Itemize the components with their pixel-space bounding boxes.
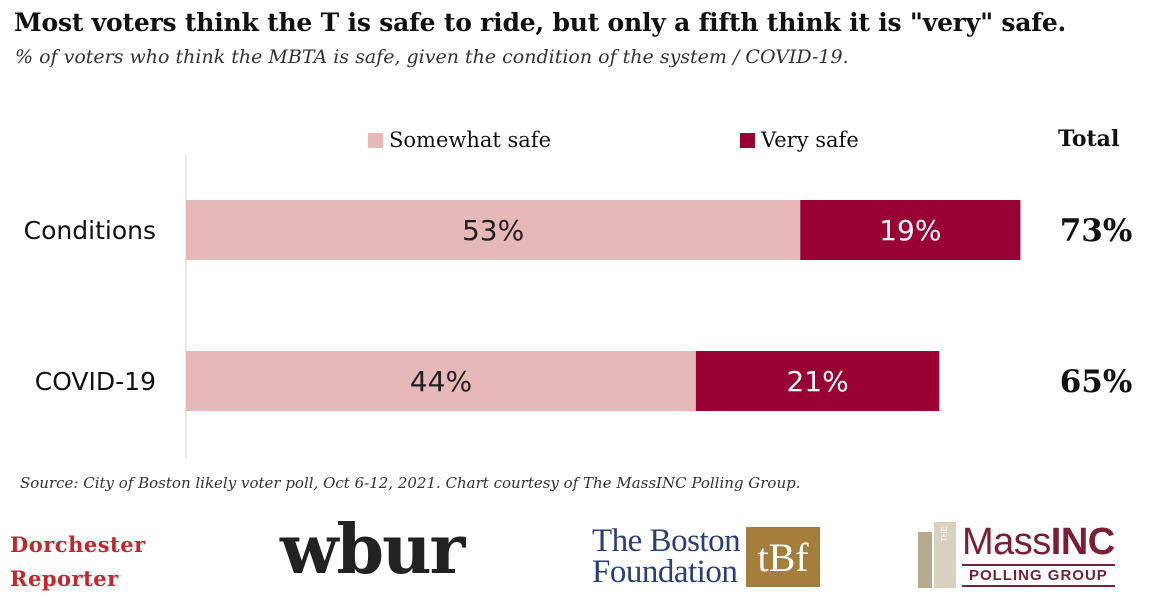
legend-label-very-safe: Very safe bbox=[761, 128, 859, 152]
bar-segment-very-safe bbox=[800, 200, 1021, 260]
bar-segment-very-safe bbox=[695, 351, 940, 411]
category-label: COVID-19 bbox=[35, 367, 156, 396]
boston-foundation-logo: The Boston Foundation tBf bbox=[592, 523, 821, 590]
massinc-bars-mark: THE bbox=[918, 522, 958, 588]
chart-title: Most voters think the T is safe to ride,… bbox=[14, 8, 1067, 37]
chart-subtitle: % of voters who think the MBTA is safe, … bbox=[15, 46, 849, 68]
boston-foundation-line2: Foundation bbox=[592, 554, 738, 590]
bar-segment-somewhat-safe bbox=[186, 200, 801, 260]
massinc-inc: INC bbox=[1050, 521, 1115, 563]
total-label: 73% bbox=[1060, 213, 1133, 249]
massinc-polling-group-text: POLLING GROUP bbox=[962, 564, 1115, 587]
massinc-wordmark: MassINC POLLING GROUP bbox=[962, 522, 1115, 588]
data-label: 44% bbox=[410, 365, 472, 398]
massinc-name: MassINC bbox=[962, 522, 1115, 562]
source-note: Source: City of Boston likely voter poll… bbox=[20, 474, 801, 492]
legend-item-very-safe: Very safe bbox=[740, 128, 859, 152]
total-column-header: Total bbox=[1058, 126, 1120, 152]
boston-foundation-line1: The Boston bbox=[592, 523, 741, 559]
legend-item-somewhat-safe: Somewhat safe bbox=[368, 128, 551, 152]
boston-foundation-mark: tBf bbox=[746, 527, 821, 587]
boston-foundation-name: The Boston Foundation bbox=[592, 523, 741, 590]
dorchester-reporter-logo: Dorchester Reporter bbox=[10, 528, 146, 596]
legend-label-somewhat-safe: Somewhat safe bbox=[389, 128, 552, 152]
dorchester-logo-line2: Reporter bbox=[10, 566, 119, 591]
wbur-logo: wbur bbox=[280, 510, 465, 590]
dorchester-logo-line1: Dorchester bbox=[10, 532, 146, 557]
legend-swatch-very-safe bbox=[740, 132, 755, 148]
massinc-the-text: THE bbox=[940, 526, 949, 542]
total-label: 65% bbox=[1060, 364, 1133, 400]
legend-swatch-somewhat-safe bbox=[368, 132, 383, 148]
massinc-bar-light bbox=[934, 522, 956, 588]
massinc-mass: Mass bbox=[962, 521, 1051, 563]
massinc-bar-dark bbox=[918, 532, 932, 588]
massinc-polling-group-logo: THE MassINC POLLING GROUP bbox=[918, 522, 1115, 588]
category-label: Conditions bbox=[24, 216, 156, 245]
stacked-bar-chart: Conditions 53% 19% 73% COVID-19 44% 21% 65% bbox=[24, 155, 1133, 458]
data-label: 19% bbox=[879, 214, 941, 247]
data-label: 21% bbox=[786, 365, 848, 398]
bar-segment-somewhat-safe bbox=[186, 351, 696, 411]
data-label: 53% bbox=[462, 214, 524, 247]
